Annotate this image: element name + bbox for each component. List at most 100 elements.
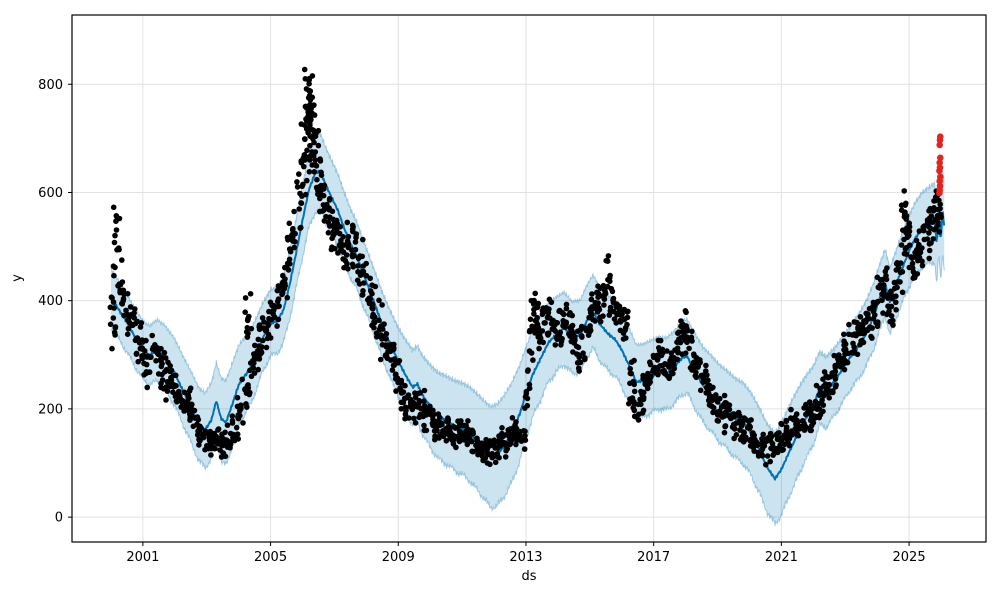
observed-point <box>836 354 842 361</box>
observed-point <box>379 302 385 308</box>
observed-point <box>282 276 288 282</box>
observed-point <box>453 444 459 451</box>
observed-point <box>759 453 766 459</box>
observed-point <box>112 264 118 271</box>
observed-point <box>113 227 120 233</box>
observed-point <box>274 298 281 305</box>
observed-point <box>865 316 872 322</box>
observed-point <box>550 317 556 324</box>
observed-point <box>421 422 427 429</box>
observed-point <box>898 242 905 248</box>
observed-point <box>903 200 909 207</box>
observed-point <box>631 407 638 414</box>
observed-point <box>846 321 852 328</box>
observed-point <box>721 429 728 436</box>
observed-point <box>229 413 236 419</box>
observed-point <box>274 323 280 329</box>
observed-point <box>810 419 817 426</box>
observed-point <box>434 427 440 434</box>
x-tick-label: 2025 <box>893 550 926 565</box>
observed-point <box>826 381 832 388</box>
observed-point <box>747 424 753 430</box>
observed-point <box>130 322 136 329</box>
observed-point <box>899 269 906 275</box>
y-tick-label: 800 <box>38 78 63 93</box>
observed-point <box>830 389 836 396</box>
observed-point <box>155 351 162 358</box>
observed-point <box>526 385 533 392</box>
anomaly-points <box>936 133 944 197</box>
observed-point <box>750 439 757 446</box>
observed-point <box>325 230 332 236</box>
observed-point <box>631 413 638 420</box>
observed-point <box>671 365 678 372</box>
observed-point <box>215 427 221 433</box>
observed-point <box>239 376 245 383</box>
observed-point <box>638 401 644 408</box>
observed-point <box>783 418 790 425</box>
observed-point <box>242 309 248 316</box>
anomaly-point <box>936 164 944 171</box>
observed-point <box>601 296 608 303</box>
observed-point <box>420 398 427 405</box>
observed-point <box>275 303 281 310</box>
observed-point <box>937 205 943 212</box>
observed-point <box>623 335 629 341</box>
observed-point <box>256 343 262 349</box>
observed-point <box>864 327 871 334</box>
observed-point <box>344 219 351 226</box>
observed-point <box>928 213 935 219</box>
observed-point <box>851 348 858 355</box>
observed-point <box>888 288 894 295</box>
observed-point <box>233 424 240 431</box>
observed-point <box>260 337 266 344</box>
observed-point <box>119 288 126 294</box>
observed-point <box>259 315 266 321</box>
y-tick-label: 600 <box>38 186 63 201</box>
observed-point <box>741 429 747 436</box>
observed-point <box>159 361 165 367</box>
observed-point <box>627 380 633 387</box>
observed-point <box>159 371 165 378</box>
plot-content: 2001 2005 2009 2013 2017 2021 2025 0 200 400 600 80… <box>38 14 987 565</box>
x-tick-label: 2009 <box>382 550 415 565</box>
observed-point <box>894 284 900 291</box>
observed-point <box>618 312 624 318</box>
observed-point <box>301 66 308 73</box>
observed-point <box>532 290 538 297</box>
observed-point <box>676 329 682 336</box>
observed-point <box>841 338 847 345</box>
observed-point <box>574 360 581 366</box>
observed-point <box>645 370 651 377</box>
observed-point <box>527 327 534 334</box>
observed-point <box>125 312 131 318</box>
observed-point <box>484 460 491 466</box>
observed-point <box>418 413 424 420</box>
observed-point <box>654 357 661 363</box>
observed-point <box>315 127 322 134</box>
observed-point <box>153 358 159 364</box>
observed-point <box>163 384 169 390</box>
observed-point <box>763 461 769 468</box>
observed-point <box>270 311 276 317</box>
observed-point <box>588 296 595 303</box>
observed-point <box>524 368 531 374</box>
observed-point <box>700 379 706 386</box>
observed-point <box>793 411 800 417</box>
observed-point <box>601 286 608 293</box>
observed-point <box>827 374 834 380</box>
observed-point <box>597 292 603 299</box>
observed-point <box>150 344 157 351</box>
observed-point <box>443 438 450 444</box>
observed-point <box>737 413 743 419</box>
observed-point <box>921 223 927 229</box>
observed-point <box>902 246 909 252</box>
observed-point <box>345 266 351 272</box>
anomaly-point <box>937 133 944 140</box>
observed-point <box>383 336 389 342</box>
observed-point <box>893 293 899 300</box>
observed-point <box>622 325 629 331</box>
observed-point <box>522 437 529 444</box>
observed-point <box>263 344 270 351</box>
observed-point <box>885 295 891 301</box>
